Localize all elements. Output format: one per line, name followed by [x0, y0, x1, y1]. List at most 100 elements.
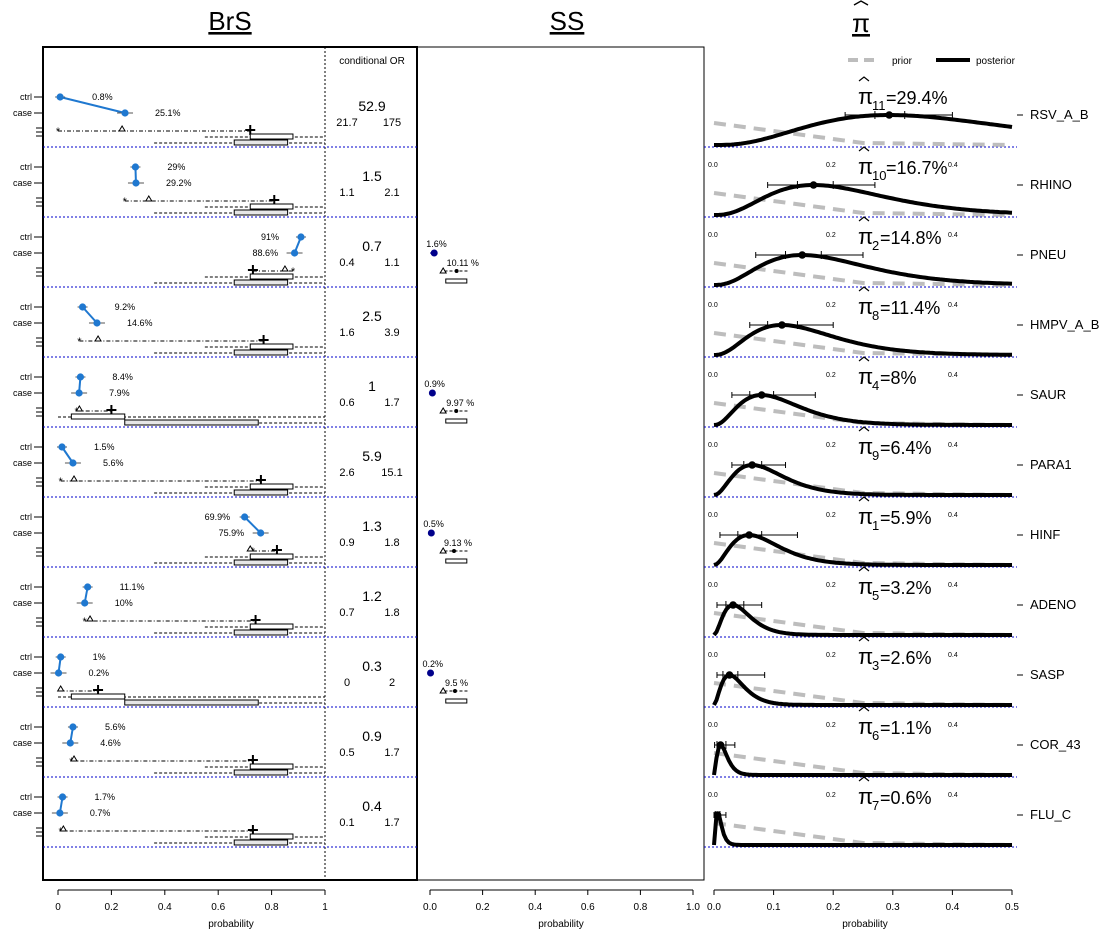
pi-label-symbol: π	[858, 434, 873, 459]
case-label: case	[13, 598, 32, 608]
pi-mini-tick: 0.0	[708, 652, 718, 659]
or-ci-lower: 0.1	[339, 817, 354, 829]
brs-plus-marker	[93, 685, 104, 695]
brs-ctrl-value: 0.8%	[92, 92, 113, 102]
row-name: HMPV_A_B	[1030, 317, 1099, 332]
or-value: 1.5	[362, 168, 382, 184]
brs-box2	[233, 839, 289, 846]
brs-ctrl-point	[58, 793, 67, 801]
brs-triangle-marker	[281, 265, 289, 272]
pi-point	[748, 461, 756, 469]
brs-plus-marker	[247, 825, 258, 835]
pi-label-index: 6	[872, 728, 879, 743]
pi-label-index: 7	[872, 798, 879, 813]
pi-mini-tick: 0.0	[708, 302, 718, 309]
or-ci-upper: 175	[383, 117, 401, 129]
pi-label-hat	[858, 566, 870, 572]
pi-label-value: =29.4%	[886, 88, 948, 108]
pi-point	[885, 111, 894, 119]
pi-label-index: 5	[872, 588, 879, 603]
ctrl-label: ctrl	[20, 372, 32, 382]
pi-label-hat	[858, 286, 870, 292]
pi-tick-label: 0.1	[767, 902, 781, 913]
brs-star-marker: *	[56, 126, 61, 138]
row-name: ADENO	[1030, 597, 1076, 612]
brs-ctrl-point	[78, 303, 87, 311]
case-label: case	[13, 458, 32, 468]
brs-ctrl-point	[84, 583, 92, 591]
brs-triangle-marker	[70, 475, 78, 482]
legend-posterior-label: posterior	[976, 56, 1016, 67]
ctrl-label: ctrl	[20, 792, 32, 802]
brs-box1	[249, 623, 294, 630]
brs-case-point	[121, 109, 129, 117]
pi-tick-label: 0.2	[826, 902, 840, 913]
pi-posterior-curve	[714, 253, 1013, 287]
pi-mini-tick: 0.0	[708, 512, 718, 519]
ctrl-label: ctrl	[20, 442, 32, 452]
brs-ctrl-value: 29%	[167, 162, 185, 172]
pi-mini-tick: 0.2	[826, 232, 836, 239]
ctrl-label: ctrl	[20, 302, 32, 312]
pi-mini-tick: 0.0	[708, 792, 718, 799]
pi-label-value: =3.2%	[880, 578, 932, 598]
pi-label-hat	[858, 76, 870, 82]
pi-mini-tick: 0.4	[948, 792, 958, 799]
brs-box2	[124, 419, 259, 426]
brs-ctrl-value: 5.6%	[105, 722, 126, 732]
brs-case-value: 4.6%	[100, 738, 121, 748]
pi-label-value: =2.6%	[880, 648, 932, 668]
pi-mini-tick: 0.2	[826, 372, 836, 379]
row-ADENO: ctrl case 11.1% 10% * 1.2 0.7 1.8 π5 =3.2% 0.0 0.2 0…	[13, 566, 1076, 638]
brs-xlabel: probability	[208, 919, 254, 930]
row-name: HINF	[1030, 527, 1060, 542]
brs-triangle-marker	[59, 825, 68, 832]
case-label: case	[13, 318, 32, 328]
pi-label-index: 2	[872, 238, 879, 253]
brs-box1	[249, 483, 294, 490]
pi-mini-tick: 0.4	[948, 652, 958, 659]
row-RHINO: ctrl case 29% 29.2% * 1.5 1.1 2.1 π10 =16.7% 0.0 0.…	[13, 146, 1072, 218]
pi-mini-tick: 0.2	[826, 162, 836, 169]
brs-box2	[233, 209, 289, 216]
ss-prior-box	[445, 558, 468, 564]
brs-case-value: 25.1%	[155, 108, 181, 118]
pi-label-value: =16.7%	[886, 158, 948, 178]
row-name: PARA1	[1030, 457, 1072, 472]
brs-plus-marker	[247, 265, 258, 275]
ss-prior-value: 10.11 %	[447, 258, 479, 268]
pi-label-value: =8%	[880, 368, 917, 388]
brs-plus-marker	[269, 195, 280, 205]
or-value: 0.4	[362, 798, 382, 814]
pi-posterior-curve	[713, 323, 1012, 357]
brs-tick-label: 0.8	[265, 902, 279, 913]
brs-box2	[233, 279, 289, 286]
brs-plus-marker	[258, 335, 269, 345]
pi-label-value: =0.6%	[880, 788, 932, 808]
brs-box1	[249, 343, 294, 350]
pi-mini-tick: 0.2	[826, 652, 836, 659]
pi-posterior-curve	[712, 602, 1012, 637]
pi-posterior-curve	[712, 812, 1012, 847]
brs-case-value: 75.9%	[219, 528, 245, 538]
brs-ctrl-point	[56, 93, 64, 101]
brs-tick-label: 0.6	[211, 902, 225, 913]
pi-point	[798, 251, 807, 259]
brs-star-marker: *	[69, 756, 74, 768]
brs-case-point	[54, 669, 63, 677]
or-ci-upper: 3.9	[384, 327, 399, 339]
row-name: RHINO	[1030, 177, 1072, 192]
or-ci-lower: 0.4	[339, 257, 354, 269]
ss-prior-point	[454, 409, 459, 413]
case-label: case	[13, 108, 32, 118]
pi-posterior-curve	[712, 672, 1012, 707]
brs-plus-marker	[271, 545, 282, 555]
or-value: 5.9	[362, 448, 382, 464]
ss-tick-label: 0.4	[528, 902, 542, 913]
pi-tick-label: 0.0	[707, 902, 721, 913]
brs-case-point	[75, 389, 83, 397]
panel-titles: BrS SS π conditional OR probability prob…	[208, 6, 888, 930]
brs-star-marker: *	[77, 336, 82, 348]
brs-ctrl-case-line	[59, 96, 126, 114]
